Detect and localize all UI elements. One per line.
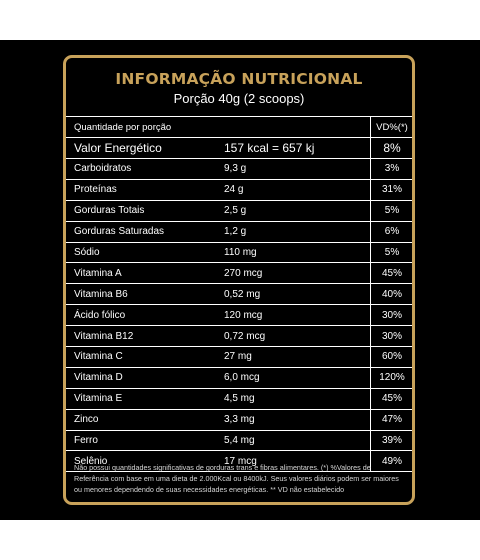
nutrient-dv: 30% [370, 326, 413, 347]
nutrient-dv: 3% [370, 159, 413, 179]
table-row: Carboidratos 9,3 g 3% [66, 159, 412, 180]
nutrient-amount: 9,3 g [224, 163, 247, 175]
nutrient-dv: 45% [370, 388, 413, 409]
nutrient-name: Sódio [74, 247, 100, 258]
nutrient-amount: 0,52 mg [224, 288, 261, 300]
nutrient-name: Vitamina E [74, 393, 123, 405]
nutrient-name: Zinco [74, 414, 99, 426]
nutrient-amount: 2,5 g [224, 205, 247, 217]
nutrient-name: Vitamina C [74, 351, 123, 363]
nutrient-amount: 157 kcal = 657 kj [224, 141, 315, 155]
table-row: Vitamina B6 0,52 mg 40% [66, 284, 413, 306]
nutrient-amount: 4,5 mg [224, 393, 255, 405]
nutrient-dv: 6% [370, 221, 413, 242]
nutrient-name: Vitamina D [74, 372, 123, 384]
table-row: Sódio 110 mg 5% [66, 242, 413, 264]
nutrient-dv: 8% [370, 138, 413, 158]
nutrient-name: Ácido fólico [74, 309, 126, 321]
nutrient-amount: 5,4 mg [224, 435, 255, 447]
nutrient-amount: 0,72 mcg [224, 330, 266, 342]
nutrition-table: Quantidade por porção VD%(*) Valor Energ… [66, 116, 413, 473]
table-row: Valor Energético 157 kcal = 657 kj 8% [66, 138, 412, 159]
nutrient-dv: 30% [370, 305, 413, 326]
label-background [0, 40, 480, 520]
nutrient-amount: 270 mcg [224, 267, 263, 279]
table-row: Proteínas 24 g 31% [66, 179, 413, 201]
table-row: Vitamina C 27 mg 60% [66, 347, 412, 368]
nutrient-dv: 5% [370, 242, 413, 263]
nutrient-name: Carboidratos [74, 163, 132, 175]
serving-size: Porção 40g (2 scoops) [173, 91, 305, 106]
nutrient-name: Valor Energético [74, 141, 162, 155]
nutrient-dv: 45% [370, 263, 413, 284]
table-row: Gorduras Saturadas 1,2 g 6% [66, 221, 413, 243]
table-row: Vitamina D 6,0 mcg 120% [66, 367, 413, 389]
table-row: Zinco 3,3 mg 47% [66, 409, 413, 431]
nutrient-dv: 49% [370, 451, 413, 472]
table-row: Gorduras Totais 2,5 g 5% [66, 200, 413, 222]
table-row: Ácido fólico 120 mcg 30% [66, 305, 413, 327]
nutrient-name: Gorduras Totais [74, 205, 145, 217]
nutrient-name: Vitamina B12 [74, 330, 134, 342]
nutrient-name: Gorduras Saturadas [74, 226, 165, 238]
nutrient-name: Vitamina B6 [74, 288, 128, 300]
nutrient-dv: 31% [370, 179, 413, 200]
nutrition-facts-panel: INFORMAÇÃO NUTRICIONAL Porção 40g (2 sco… [63, 55, 415, 505]
table-row: Vitamina A 270 mcg 45% [66, 263, 413, 285]
nutrient-dv: 120% [370, 367, 413, 388]
nutrient-dv: 47% [370, 409, 413, 430]
nutrient-name: Selênio [74, 455, 108, 467]
table-row: Vitamina B12 0,72 mcg 30% [66, 326, 413, 348]
table-row: Vitamina E 4,5 mg 45% [66, 388, 413, 410]
table-row: Ferro 5,4 mg 39% [66, 430, 413, 452]
nutrient-name: Ferro [74, 435, 98, 447]
nutrient-name: Proteínas [74, 184, 117, 196]
header-label: Quantidade por porção [74, 121, 172, 133]
nutrient-amount: 3,3 mg [224, 414, 255, 426]
nutrient-amount: 24 g [224, 184, 244, 196]
nutrient-amount: 6,0 mcg [224, 372, 260, 384]
table-header-row: Quantidade por porção VD%(*) [66, 117, 412, 138]
nutrient-amount: 110 mg [224, 247, 257, 258]
nutrient-name: Vitamina A [74, 267, 122, 279]
nutrient-dv: 60% [370, 347, 413, 367]
header-dv: VD%(*) [370, 117, 413, 137]
nutrient-amount: 120 mcg [224, 309, 263, 321]
nutrient-dv: 39% [370, 430, 413, 451]
panel-title: INFORMAÇÃO NUTRICIONAL [115, 70, 363, 88]
nutrient-amount: 1,2 g [224, 226, 247, 238]
nutrient-dv: 5% [370, 200, 413, 221]
footnote: Não possui quantidades significativas de… [74, 463, 399, 494]
nutrient-dv: 40% [370, 284, 413, 305]
nutrient-amount: 27 mg [224, 351, 252, 363]
table-row: Selênio 17 mcg 49% [66, 451, 413, 473]
nutrient-amount: 17 mcg [224, 455, 257, 467]
